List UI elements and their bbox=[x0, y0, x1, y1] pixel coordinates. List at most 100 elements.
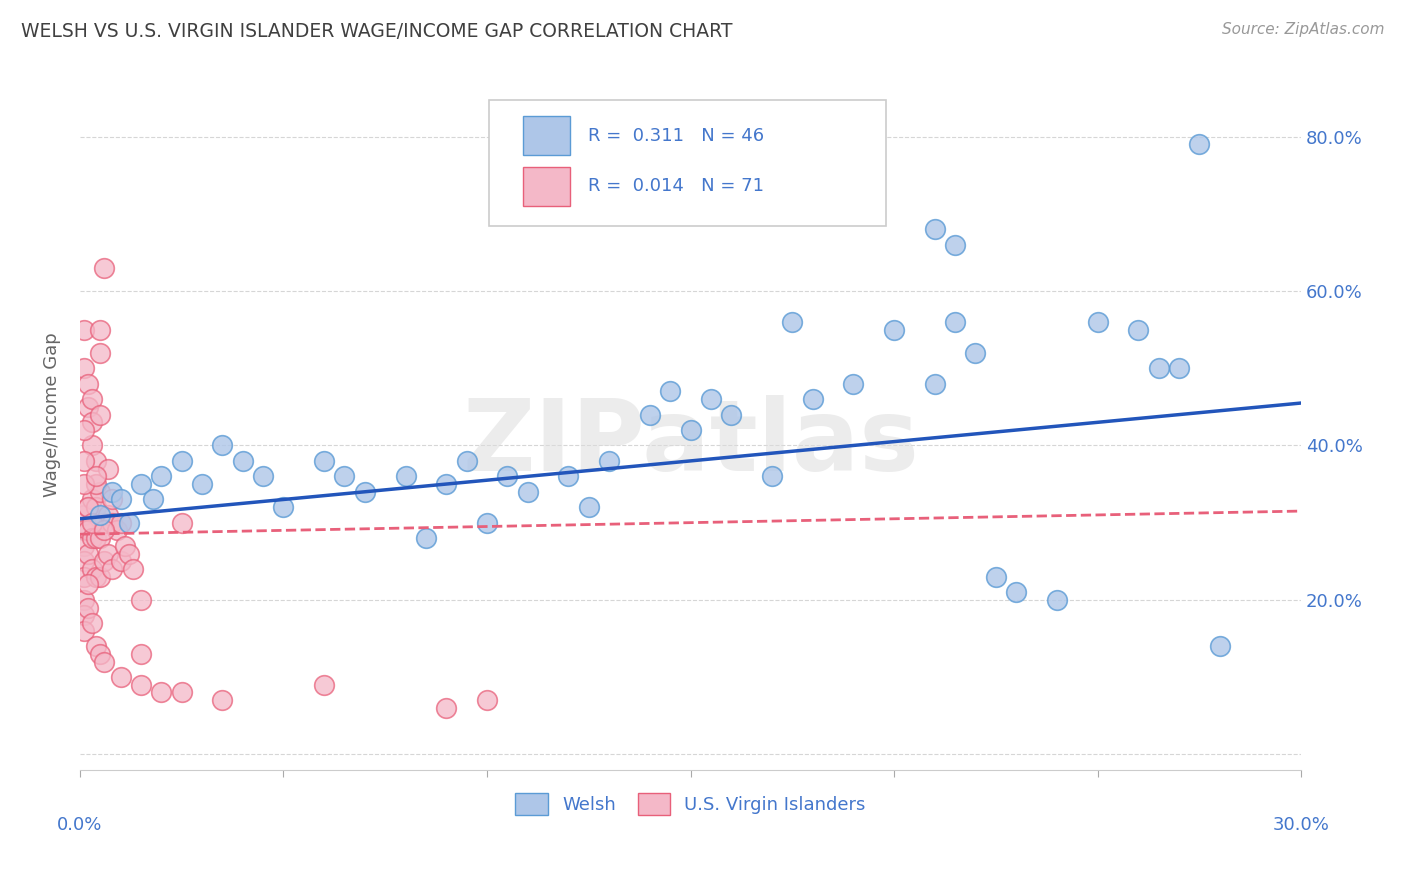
Point bbox=[93, 655, 115, 669]
Point bbox=[73, 554, 96, 568]
Point bbox=[252, 469, 274, 483]
Point bbox=[77, 376, 100, 391]
Text: 30.0%: 30.0% bbox=[1272, 816, 1330, 834]
Point bbox=[1188, 137, 1211, 152]
Point bbox=[353, 484, 375, 499]
Point bbox=[77, 500, 100, 515]
Point bbox=[93, 554, 115, 568]
Point bbox=[73, 539, 96, 553]
Point bbox=[965, 346, 987, 360]
Point bbox=[700, 392, 723, 406]
Point bbox=[110, 554, 132, 568]
Point bbox=[434, 477, 457, 491]
Point bbox=[129, 647, 152, 661]
Point bbox=[394, 469, 416, 483]
Point bbox=[93, 524, 115, 538]
Point bbox=[73, 423, 96, 437]
Point bbox=[333, 469, 356, 483]
Point bbox=[80, 492, 103, 507]
Point bbox=[77, 547, 100, 561]
Point bbox=[578, 500, 600, 515]
Point bbox=[84, 639, 107, 653]
Point bbox=[89, 346, 111, 360]
Point bbox=[89, 323, 111, 337]
Legend: Welsh, U.S. Virgin Islanders: Welsh, U.S. Virgin Islanders bbox=[506, 784, 875, 824]
Point bbox=[80, 531, 103, 545]
Point bbox=[475, 516, 498, 530]
Point bbox=[84, 469, 107, 483]
Point bbox=[1128, 323, 1150, 337]
Point bbox=[84, 454, 107, 468]
Point bbox=[84, 569, 107, 583]
Point bbox=[170, 516, 193, 530]
Point bbox=[720, 408, 742, 422]
Point bbox=[557, 469, 579, 483]
Point bbox=[114, 539, 136, 553]
Text: Source: ZipAtlas.com: Source: ZipAtlas.com bbox=[1222, 22, 1385, 37]
Point bbox=[73, 524, 96, 538]
Point bbox=[80, 438, 103, 452]
Point bbox=[129, 678, 152, 692]
Point bbox=[150, 685, 173, 699]
Point bbox=[1147, 361, 1170, 376]
Point bbox=[89, 531, 111, 545]
Point bbox=[679, 423, 702, 437]
Point bbox=[475, 693, 498, 707]
Point bbox=[77, 524, 100, 538]
Point bbox=[73, 608, 96, 623]
Text: ZIPatlas: ZIPatlas bbox=[463, 394, 920, 491]
Point bbox=[598, 454, 620, 468]
Point bbox=[1046, 592, 1069, 607]
Point bbox=[80, 392, 103, 406]
Point bbox=[77, 600, 100, 615]
Point bbox=[97, 461, 120, 475]
Point bbox=[456, 454, 478, 468]
Point bbox=[801, 392, 824, 406]
Point bbox=[110, 516, 132, 530]
Point bbox=[1005, 585, 1028, 599]
Point bbox=[232, 454, 254, 468]
Point bbox=[129, 477, 152, 491]
Point bbox=[89, 508, 111, 522]
FancyBboxPatch shape bbox=[523, 116, 569, 155]
Point bbox=[211, 693, 233, 707]
Point bbox=[700, 199, 723, 213]
Point bbox=[93, 516, 115, 530]
Point bbox=[84, 477, 107, 491]
Point bbox=[1209, 639, 1232, 653]
Point bbox=[73, 361, 96, 376]
Point bbox=[101, 562, 124, 576]
Point bbox=[118, 547, 141, 561]
Point bbox=[97, 547, 120, 561]
Point bbox=[129, 592, 152, 607]
Point bbox=[101, 516, 124, 530]
Point bbox=[84, 531, 107, 545]
Point bbox=[110, 492, 132, 507]
Point bbox=[105, 524, 128, 538]
Point bbox=[89, 408, 111, 422]
Point bbox=[314, 678, 336, 692]
Point bbox=[73, 454, 96, 468]
Point bbox=[943, 315, 966, 329]
Point bbox=[73, 569, 96, 583]
Point bbox=[77, 577, 100, 591]
FancyBboxPatch shape bbox=[523, 167, 569, 206]
Point bbox=[191, 477, 214, 491]
Point bbox=[89, 569, 111, 583]
Point bbox=[89, 647, 111, 661]
Point bbox=[638, 408, 661, 422]
Point bbox=[659, 384, 682, 399]
Point bbox=[780, 315, 803, 329]
Y-axis label: Wage/Income Gap: Wage/Income Gap bbox=[44, 332, 60, 497]
Point bbox=[924, 222, 946, 236]
Text: R =  0.311   N = 46: R = 0.311 N = 46 bbox=[588, 127, 763, 145]
Point bbox=[89, 484, 111, 499]
Point bbox=[415, 531, 437, 545]
Point bbox=[314, 454, 336, 468]
Point bbox=[170, 685, 193, 699]
Text: R =  0.014   N = 71: R = 0.014 N = 71 bbox=[588, 178, 763, 195]
Point bbox=[496, 469, 519, 483]
Point bbox=[943, 237, 966, 252]
Point bbox=[150, 469, 173, 483]
FancyBboxPatch shape bbox=[489, 100, 886, 227]
